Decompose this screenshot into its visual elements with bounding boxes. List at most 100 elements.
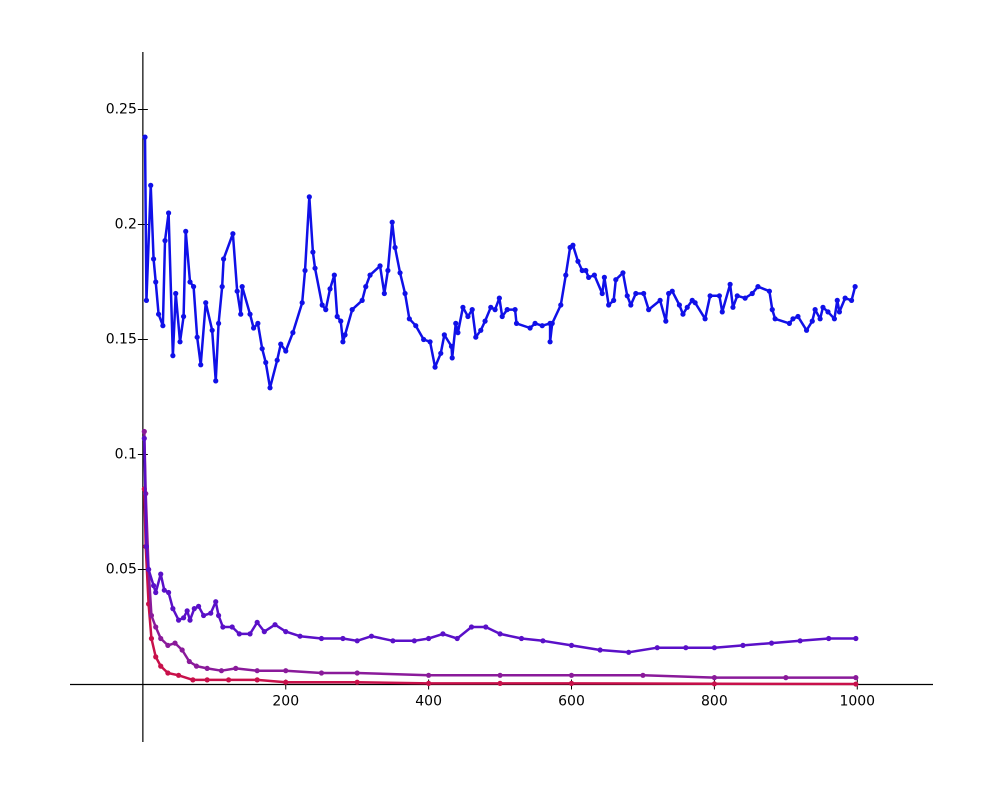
series-point <box>209 327 215 333</box>
series-point <box>283 629 289 635</box>
series-point <box>719 309 725 315</box>
series-point <box>504 307 510 313</box>
series-point <box>267 385 273 391</box>
series-point <box>568 672 575 678</box>
series-point <box>438 350 444 356</box>
series-point <box>468 624 475 630</box>
series-point <box>274 357 280 363</box>
series-point <box>740 642 746 649</box>
series-point <box>254 668 260 674</box>
series-point <box>184 608 190 614</box>
series-point <box>547 339 553 345</box>
series-point <box>310 249 316 255</box>
series-point <box>233 665 239 672</box>
x-tick-label: 1000 <box>839 694 875 710</box>
series-point <box>488 304 494 310</box>
series-point <box>175 617 182 623</box>
series-point <box>283 679 289 685</box>
series-point <box>769 307 775 313</box>
series-point <box>203 300 209 306</box>
series-point <box>239 284 245 290</box>
series-point <box>392 244 398 251</box>
series-point <box>599 290 605 297</box>
series-point <box>148 182 154 188</box>
series-point <box>657 297 663 303</box>
series-point <box>318 670 325 676</box>
series-point <box>568 680 575 686</box>
series-point <box>460 304 466 310</box>
series-point <box>323 307 329 313</box>
series-point <box>200 612 207 619</box>
series-line <box>143 438 856 654</box>
series-point <box>786 320 793 326</box>
series-point <box>187 279 193 285</box>
series-point <box>143 297 150 303</box>
y-tick-label: 0.05 <box>106 562 137 578</box>
series-point <box>162 238 168 244</box>
series-point <box>381 290 387 297</box>
series-point <box>836 309 843 315</box>
series-point <box>175 672 182 678</box>
series-point <box>213 378 219 384</box>
series-point <box>338 318 344 324</box>
series-point <box>583 267 589 274</box>
series-point <box>749 290 755 297</box>
series-point <box>208 610 214 616</box>
series-point <box>540 638 546 644</box>
series-point <box>601 274 607 280</box>
series-point <box>153 279 159 285</box>
series-point <box>579 267 585 274</box>
series-point <box>453 320 459 326</box>
y-tick-label: 0.15 <box>106 332 137 348</box>
series-point <box>319 302 325 308</box>
series-point <box>142 134 148 140</box>
series-point <box>676 302 682 308</box>
series-point <box>482 318 488 324</box>
series-point <box>263 359 269 366</box>
series-point <box>173 290 179 297</box>
series-point <box>527 325 533 331</box>
series-point <box>716 293 722 299</box>
series-point <box>220 624 226 630</box>
series-point <box>492 307 498 313</box>
series-point <box>707 293 713 299</box>
series-point <box>826 635 832 642</box>
series-point <box>193 663 200 669</box>
series-point <box>766 288 773 294</box>
series-point <box>359 297 365 303</box>
series-point <box>195 603 202 609</box>
series-point <box>734 293 740 299</box>
series-point <box>613 277 619 283</box>
series-point <box>158 635 164 642</box>
series-point <box>640 672 646 678</box>
series-point <box>597 647 603 653</box>
series-point <box>177 339 183 345</box>
series-point <box>449 355 455 361</box>
series-point <box>161 587 167 593</box>
series-point <box>440 631 446 637</box>
series-point <box>803 327 810 333</box>
series-point <box>278 341 284 347</box>
series-point <box>727 281 733 287</box>
series-point <box>283 668 289 674</box>
series-point <box>790 316 796 322</box>
series-point <box>153 654 159 660</box>
series-point <box>426 635 432 642</box>
series-line <box>143 137 857 390</box>
series-point <box>469 307 475 313</box>
series-point <box>354 638 360 644</box>
series-point <box>219 284 225 290</box>
series-point <box>259 346 265 352</box>
series-point <box>254 619 260 626</box>
series-point <box>218 668 225 674</box>
series-point <box>663 318 669 324</box>
series-point <box>441 332 447 338</box>
series-point <box>669 288 675 294</box>
series-point <box>646 307 652 313</box>
series-point <box>497 631 503 637</box>
series-point <box>186 658 192 665</box>
series-point <box>570 242 576 248</box>
series-point <box>153 624 159 630</box>
series-point <box>702 316 708 322</box>
